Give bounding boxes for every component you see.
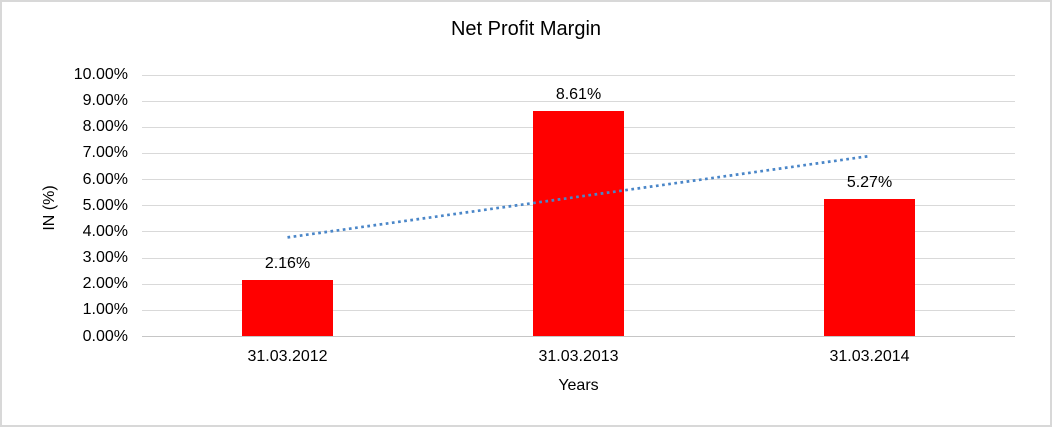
y-tick-label: 10.00% — [73, 66, 128, 83]
y-tick-label: 7.00% — [82, 144, 128, 162]
y-tick-label: 4.00% — [82, 222, 128, 240]
y-tick-label: 0.00% — [82, 327, 128, 345]
y-tick-label: 5.00% — [82, 196, 128, 214]
bar-value-label: 5.27% — [846, 173, 893, 191]
x-axis-line — [142, 336, 1015, 337]
x-tick-label: 31.03.2014 — [829, 348, 910, 365]
gridline — [142, 100, 1015, 102]
y-tick-label: 9.00% — [82, 92, 128, 110]
bar-value-label: 8.61% — [555, 86, 602, 104]
bar — [533, 111, 624, 337]
y-tick-label: 1.00% — [82, 301, 128, 319]
bar — [824, 198, 915, 337]
y-tick-label: 8.00% — [82, 118, 128, 136]
bar — [242, 280, 333, 337]
chart-title: Net Profit Margin — [450, 18, 602, 40]
y-tick-label: 2.00% — [82, 275, 128, 293]
bar-value-label: 2.16% — [264, 255, 311, 273]
gridline — [142, 74, 1015, 76]
x-axis-title: Years — [558, 377, 599, 394]
y-tick-label: 6.00% — [82, 170, 128, 188]
x-tick-label: 31.03.2012 — [247, 348, 328, 365]
x-tick-label: 31.03.2013 — [538, 348, 619, 365]
y-tick-label: 3.00% — [82, 249, 128, 267]
